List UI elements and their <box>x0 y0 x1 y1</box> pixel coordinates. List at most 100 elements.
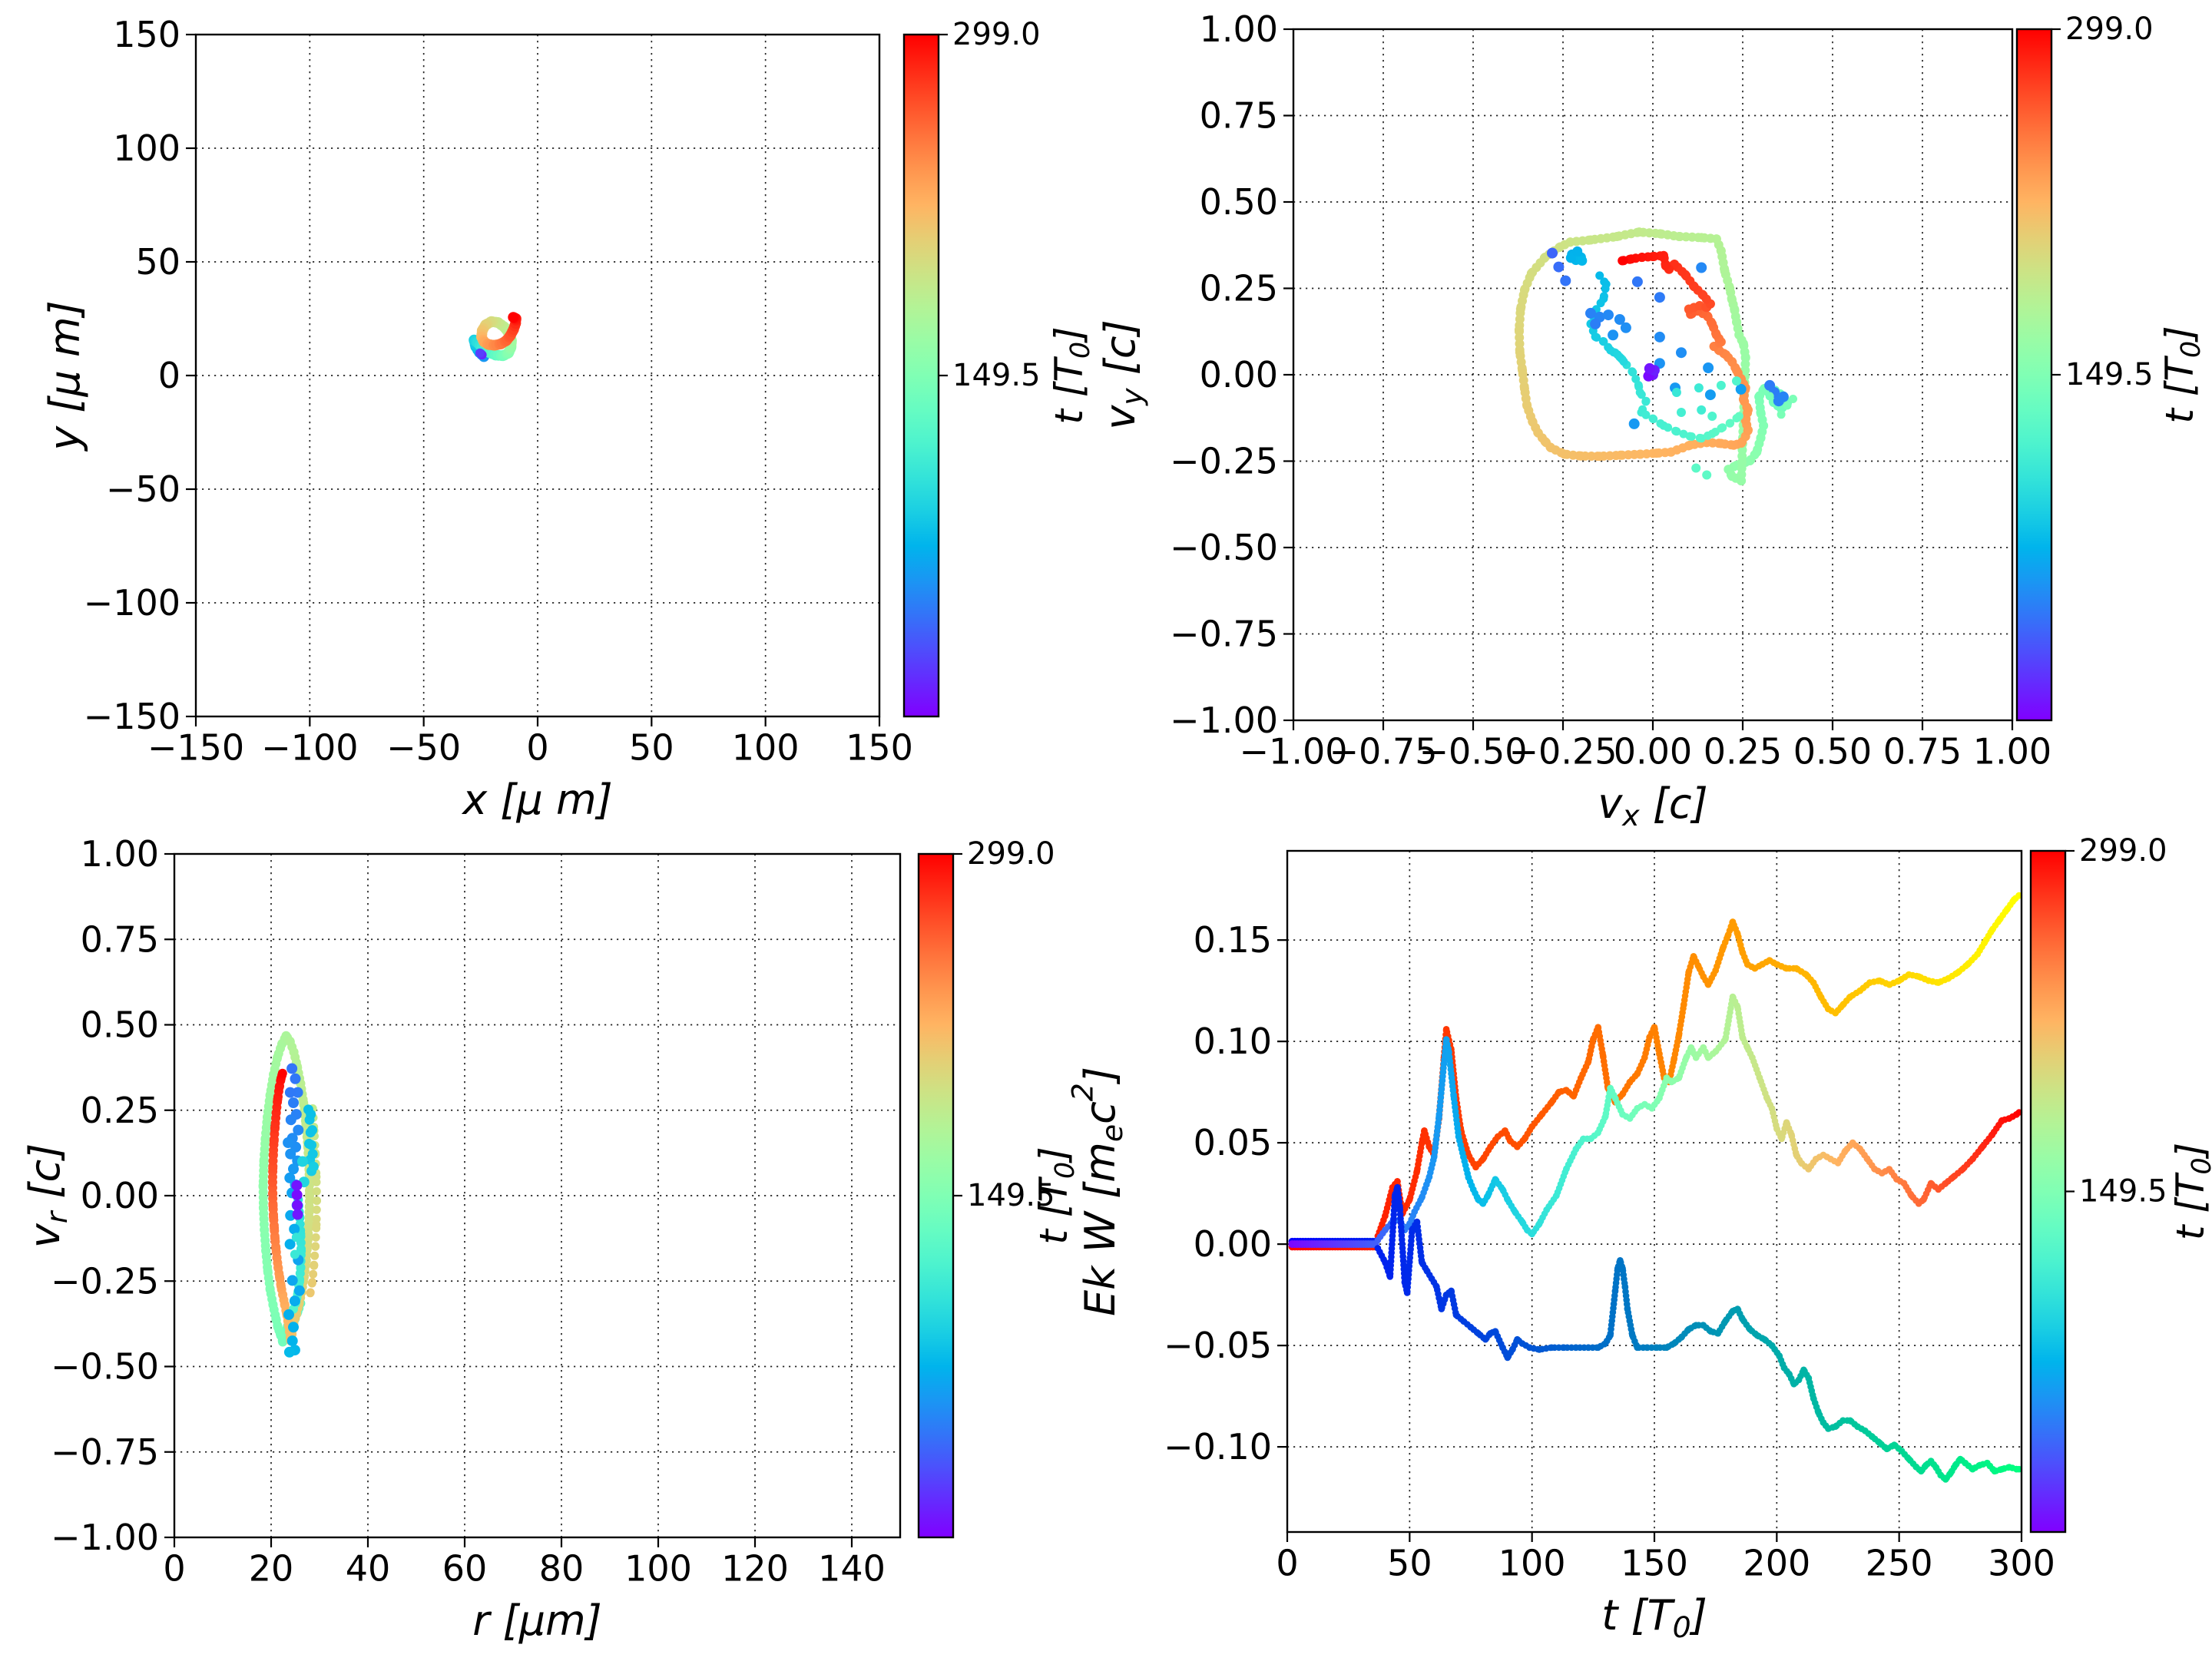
y-tick-label: −150 <box>84 696 180 737</box>
colorbar-ekw: 299.0 149.5t [T0] <box>2029 833 2212 1534</box>
series-azure-cluster <box>303 1104 319 1176</box>
y-tick-label: 0.50 <box>1200 181 1278 223</box>
series-flat-start-rainbow <box>1288 1240 1379 1249</box>
x-tick-label: −150 <box>147 726 244 768</box>
y-tick-label: 0 <box>158 355 180 396</box>
y-tick-label: −0.75 <box>51 1431 159 1473</box>
y-axis-label-rvr: vr [c] <box>21 1143 75 1249</box>
colorbar-tick-label: 299.0 <box>2065 12 2154 47</box>
y-tick-label: 0.50 <box>81 1004 159 1046</box>
axes-frame <box>194 33 881 718</box>
y-tick-label: 0.15 <box>1194 919 1272 961</box>
series-trajectory-spiral <box>469 312 522 362</box>
series-rvr <box>258 1031 321 1358</box>
colorbar-tick-label: 149.5 <box>2079 1174 2167 1209</box>
grid <box>196 35 879 716</box>
x-tick-label: 0.75 <box>1883 730 1962 772</box>
colorbar-xy: 299.0 149.5 t [T0] <box>902 17 1096 718</box>
colorbar-label-xy: t [T0] <box>1047 326 1096 424</box>
tick-labels: −1.00−0.75−0.50−0.250.00 0.25 0.50 0.75 1.00… <box>1170 8 2051 772</box>
y-tick-label: 0.10 <box>1194 1021 1272 1062</box>
y-axis-label-vxvy: vy [c] <box>1096 319 1150 429</box>
colorbar-tick-label: 299.0 <box>967 836 1055 872</box>
tick-labels: 0 50 100 150 200 250 300 0.15 0.10 0.05 0.00 −0.05 −… <box>1164 919 2055 1583</box>
x-tick-label: 120 <box>721 1547 789 1589</box>
y-tick-label: −0.25 <box>51 1260 159 1302</box>
grid <box>174 854 900 1537</box>
x-tick-label: 300 <box>1988 1542 2055 1583</box>
y-tick-label: −0.75 <box>1170 614 1278 655</box>
ticks <box>164 852 853 1547</box>
y-tick-label: 0.00 <box>1194 1223 1272 1265</box>
ticks <box>186 33 881 726</box>
colorbar-vxvy: 299.0 149.5 t [T0] <box>2015 12 2207 722</box>
series-blue-scatter <box>1547 247 1789 429</box>
series-violet-origin <box>1643 362 1660 382</box>
colorbar-label-vxvy: t [T0] <box>2157 326 2207 423</box>
series-trajectory-start <box>475 348 487 360</box>
y-axis-label-xy: y [μ m] <box>41 300 89 452</box>
x-tick-label: −1.00 <box>1240 730 1348 772</box>
y-tick-label: 100 <box>113 127 180 169</box>
x-tick-label: 250 <box>1866 1542 1933 1583</box>
tick-labels: −150 −100 −50 0 50 100 150 150 100 50 0 −50 −100 −150 <box>84 14 913 768</box>
x-tick-label: 0 <box>526 726 548 768</box>
y-axis-label-ekw: Ek W [mec2] <box>1065 1067 1129 1316</box>
series-turquoise-dots <box>290 1233 301 1259</box>
y-tick-label: 0.00 <box>81 1175 159 1216</box>
y-tick-label: −0.50 <box>51 1346 159 1388</box>
series-turquoise-dots <box>1671 376 1741 480</box>
x-axis-label-vxvy: vx [c] <box>1598 779 1707 833</box>
y-tick-label: −0.05 <box>1164 1325 1272 1366</box>
y-tick-label: 0.75 <box>81 918 159 960</box>
x-tick-label: 150 <box>1621 1542 1688 1583</box>
subplot-vxvy: −1.00−0.75−0.50−0.250.00 0.25 0.50 0.75 1.00… <box>1096 8 2207 832</box>
x-tick-label: 50 <box>1387 1542 1432 1583</box>
x-tick-label: 0.00 <box>1614 730 1692 772</box>
series-azure-blob <box>1565 246 1588 266</box>
colorbar-tick-label: 149.5 <box>2065 357 2154 392</box>
colorbar-tick-label: 149.5 <box>952 358 1041 393</box>
x-tick-label: 1.00 <box>1973 730 2051 772</box>
x-axis-label-ekw: t [T0] <box>1601 1591 1707 1645</box>
subplot-ekw: 0 50 100 150 200 250 300 0.15 0.10 0.05 0.00 −0.05 −… <box>1065 833 2212 1644</box>
y-tick-label: −100 <box>84 582 180 624</box>
x-tick-label: −0.75 <box>1330 730 1438 772</box>
x-tick-label: −0.25 <box>1509 730 1618 772</box>
x-tick-label: −100 <box>261 726 358 768</box>
x-tick-label: −50 <box>386 726 461 768</box>
series-main-loop <box>258 1031 315 1347</box>
x-tick-label: 60 <box>442 1547 488 1589</box>
colorbar-gradient <box>917 852 955 1539</box>
x-tick-label: 100 <box>732 726 800 768</box>
x-tick-label: 100 <box>1498 1542 1566 1583</box>
subplot-rvr: 0 20 40 60 80 100 120 140 1.00 0.75 0.50 0.25 0.00 −0… <box>21 833 1081 1645</box>
subplot-xy: −150 −100 −50 0 50 100 150150100500−50−100−150… <box>41 14 1097 824</box>
x-axis-label-xy: x [μ m] <box>461 776 612 824</box>
x-tick-label: 0 <box>163 1547 185 1589</box>
colorbar-label-rvr: t [T0] <box>1031 1147 1081 1244</box>
y-tick-label: −0.50 <box>1170 527 1278 568</box>
x-tick-label: 80 <box>539 1547 584 1589</box>
x-tick-label: 0.50 <box>1793 730 1872 772</box>
y-tick-label: 0.05 <box>1194 1122 1272 1163</box>
x-tick-label: 140 <box>818 1547 886 1589</box>
x-tick-label: 100 <box>624 1547 692 1589</box>
x-axis-label-rvr: r [μm] <box>472 1597 601 1645</box>
colorbar-gradient <box>2029 849 2067 1534</box>
y-tick-label: 0.00 <box>1200 354 1278 395</box>
series-violet-start <box>291 1180 303 1220</box>
colorbar-label-ekw: t [T0] <box>2168 1143 2212 1240</box>
series-xy <box>469 312 522 362</box>
x-tick-label: 0 <box>1276 1542 1298 1583</box>
series-curve-bottom-winter <box>1374 1183 2023 1483</box>
series-curve-mid-rainbow <box>1374 993 2023 1244</box>
y-tick-label: −1.00 <box>51 1517 159 1558</box>
y-tick-label: 50 <box>135 241 180 283</box>
series-spring-extra <box>1765 392 1797 419</box>
y-tick-label: 1.00 <box>81 833 159 875</box>
colorbar-gradient <box>902 33 940 718</box>
series-vxvy <box>1514 227 1797 486</box>
y-tick-label: −50 <box>106 468 180 510</box>
